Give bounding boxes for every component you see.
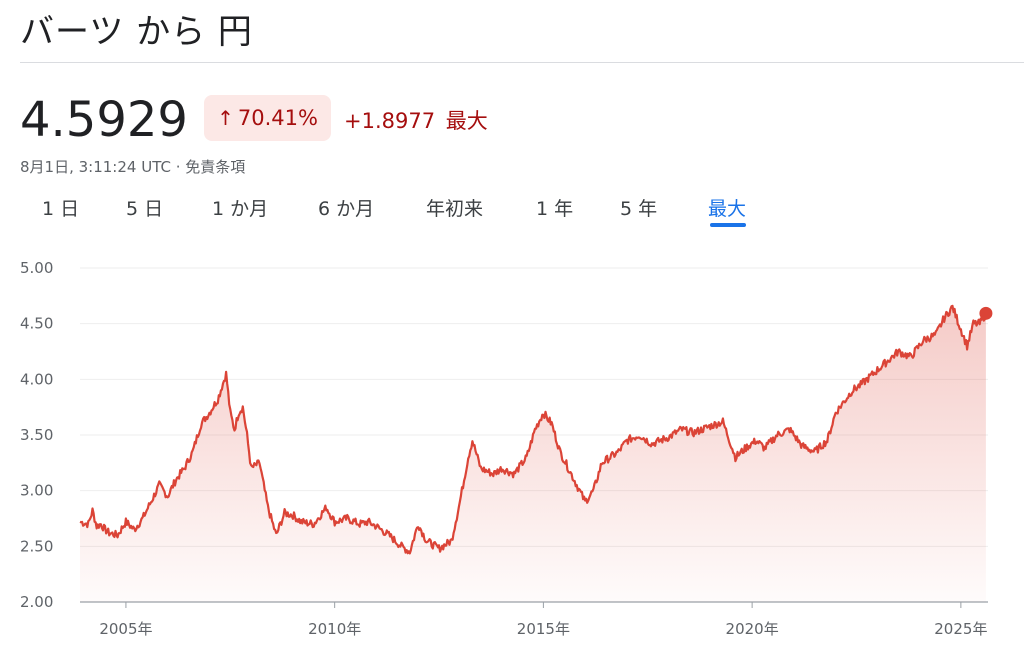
change-percent: 70.41% (237, 106, 318, 130)
x-axis: 2005年 2010年 2015年 2020年 2025年 (99, 602, 987, 638)
last-point-marker (979, 306, 993, 320)
tab-5-year[interactable]: 5 年 (620, 198, 658, 220)
y-tick-label: 3.00 (20, 482, 53, 500)
x-tick-label: 2005年 (99, 620, 152, 638)
y-tick-label: 4.00 (20, 370, 53, 388)
series-area (80, 305, 986, 602)
change-amount: +1.8977 (344, 109, 436, 133)
y-tick-label: 5.00 (20, 259, 53, 277)
quote-timestamp: 8月1日, 3:11:24 UTC · 免責条項 (20, 158, 246, 176)
tab-ytd[interactable]: 年初来 (426, 198, 484, 220)
tab-1-month[interactable]: 1 か月 (212, 198, 269, 220)
change-absolute: +1.8977 最大 (344, 105, 488, 135)
series-line (79, 304, 987, 555)
header-divider (20, 62, 1024, 63)
tab-1-day[interactable]: 1 日 (42, 198, 80, 220)
y-axis: 5.00 4.50 4.00 3.50 3.00 2.50 2.00 (20, 259, 53, 611)
y-tick-label: 4.50 (20, 315, 53, 333)
x-tick-label: 2025年 (934, 620, 987, 638)
active-tab-indicator (710, 223, 746, 227)
tab-max[interactable]: 最大 (708, 198, 747, 220)
page-title: バーツ から 円 (20, 12, 253, 52)
y-tick-label: 2.00 (20, 593, 53, 611)
change-percent-badge: ↑ 70.41% (204, 95, 331, 141)
current-price: 4.5929 (20, 92, 188, 148)
tab-1-year[interactable]: 1 年 (536, 198, 574, 220)
y-tick-label: 3.50 (20, 426, 53, 444)
x-tick-label: 2020年 (726, 620, 779, 638)
x-tick-label: 2010年 (308, 620, 361, 638)
x-tick-label: 2015年 (517, 620, 570, 638)
tab-5-day[interactable]: 5 日 (126, 198, 164, 220)
y-tick-label: 2.50 (20, 537, 53, 555)
tab-6-month[interactable]: 6 か月 (318, 198, 375, 220)
change-period: 最大 (445, 109, 488, 133)
arrow-up-icon: ↑ (217, 106, 234, 130)
price-chart: 5.004.504.003.503.002.502.00 2005年 2010年 2… (20, 259, 993, 638)
range-tabs: 1 日 5 日 1 か月 6 か月 年初来 1 年 5 年 最大 (0, 194, 800, 234)
